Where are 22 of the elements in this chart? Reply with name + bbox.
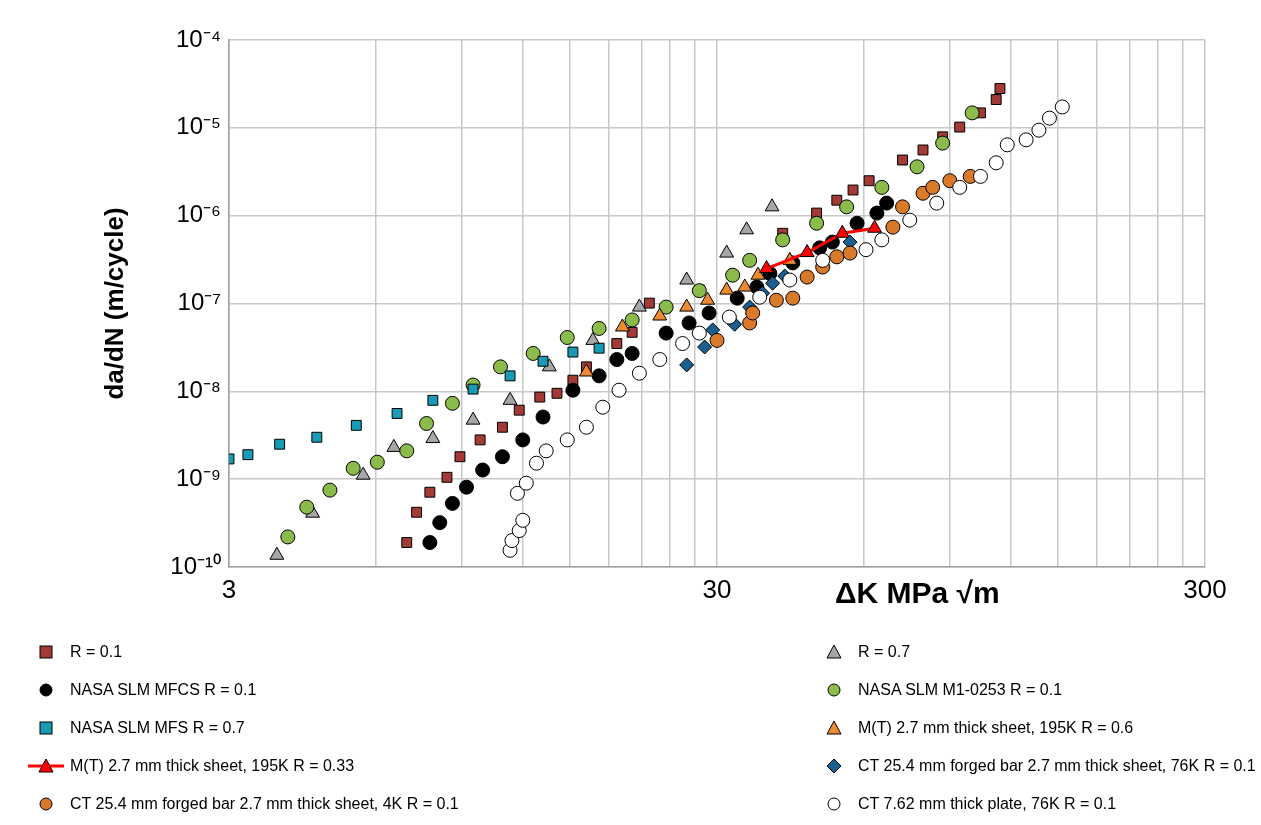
y-tick-label: 10⁻⁵ (176, 112, 221, 140)
x-axis-title: ΔK MPa √m (835, 576, 1000, 610)
legend-label: NASA SLM MFCS R = 0.1 (70, 681, 257, 699)
x-tick-label: 3 (221, 573, 237, 604)
legend-label: CT 7.62 mm thick plate, 76K R = 0.1 (858, 795, 1117, 813)
x-tick-label: 30 (702, 573, 732, 604)
y-tick-label: 10⁻¹⁰ (170, 551, 221, 579)
y-tick-label: 10⁻⁶ (176, 200, 221, 228)
legend-label: R = 0.1 (70, 643, 123, 661)
legend-label: NASA SLM MFS R = 0.7 (70, 719, 245, 737)
y-axis-title: da/dN (m/cycle) (98, 207, 129, 400)
legend-label: NASA SLM M1-0253 R = 0.1 (858, 681, 1063, 699)
legend-label: M(T) 2.7 mm thick sheet, 195K R = 0.33 (70, 757, 355, 775)
y-tick-label: 10⁻⁴ (175, 24, 221, 52)
legend-label: CT 25.4 mm forged bar 2.7 mm thick sheet, 4K R = 0.1 (70, 795, 459, 813)
x-tick-label: 300 (1183, 573, 1227, 604)
y-tick-label: 10⁻⁷ (177, 288, 221, 316)
y-tick-label: 10⁻⁸ (176, 375, 221, 403)
legend-label: M(T) 2.7 mm thick sheet, 195K R = 0.6 (858, 719, 1134, 737)
legend-label: CT 25.4 mm forged bar 2.7 mm thick sheet, 76K R = 0.1 (858, 757, 1256, 775)
legend-label: R = 0.7 (858, 643, 911, 661)
y-tick-label: 10⁻⁹ (176, 463, 221, 491)
